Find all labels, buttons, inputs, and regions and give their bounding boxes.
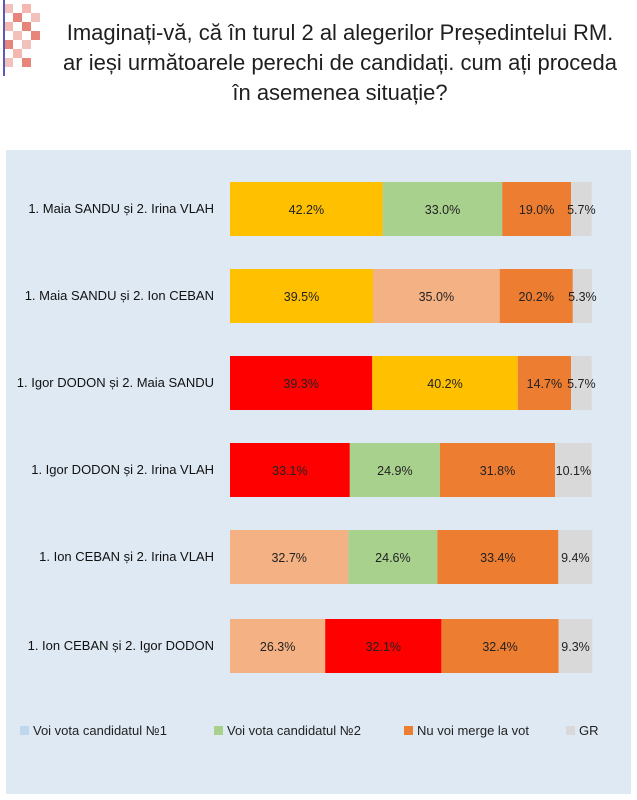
bar-segment: [349, 443, 440, 497]
bar-segment: [555, 443, 592, 497]
bar-segment: [571, 356, 592, 410]
data-label: 32.4%: [482, 640, 517, 654]
legend-label: GR: [579, 723, 599, 738]
data-label: 9.4%: [561, 551, 590, 565]
data-label: 33.1%: [272, 464, 307, 478]
data-label: 5.7%: [567, 203, 596, 217]
legend-label: Voi vota candidatul №2: [227, 723, 361, 738]
bar-segment: [230, 619, 326, 673]
bar-segment: [230, 530, 349, 584]
data-label: 39.5%: [284, 290, 319, 304]
data-label: 40.2%: [427, 377, 462, 391]
category-label: 1. Igor DODON și 2. Irina VLAH: [31, 462, 214, 477]
data-label: 5.7%: [567, 377, 596, 391]
data-label: 20.2%: [519, 290, 554, 304]
bar-segment: [230, 356, 373, 410]
data-label: 24.6%: [375, 551, 410, 565]
bar-segment: [348, 530, 438, 584]
bar-segment: [439, 443, 556, 497]
data-label: 9.3%: [561, 640, 590, 654]
data-label: 24.9%: [377, 464, 412, 478]
legend-swatch: [214, 726, 223, 735]
data-label: 26.3%: [260, 640, 295, 654]
legend-label: Voi vota candidatul №1: [33, 723, 167, 738]
data-label: 42.2%: [289, 203, 324, 217]
bar-segment: [372, 269, 500, 323]
bar-segment: [372, 356, 518, 410]
bar-segment: [230, 443, 350, 497]
legend-label: Nu voi merge la vot: [417, 723, 529, 738]
bar-segment: [558, 619, 593, 673]
bar-segment: [571, 182, 592, 236]
data-label: 19.0%: [519, 203, 554, 217]
category-label: 1. Igor DODON și 2. Maia SANDU: [17, 375, 214, 390]
data-label: 31.8%: [480, 464, 515, 478]
data-label: 32.7%: [271, 551, 306, 565]
bar-segment: [572, 269, 592, 323]
bar-segment: [441, 619, 559, 673]
data-label: 5.3%: [568, 290, 597, 304]
data-label: 39.3%: [283, 377, 318, 391]
bar-segment: [325, 619, 442, 673]
bar-segment: [382, 182, 503, 236]
data-label: 35.0%: [419, 290, 454, 304]
bar-segment: [499, 269, 573, 323]
bar-segment: [437, 530, 559, 584]
bar-segment: [517, 356, 572, 410]
data-label: 32.1%: [366, 640, 401, 654]
category-label: 1. Ion CEBAN și 2. Igor DODON: [28, 638, 214, 653]
bar-segment: [502, 182, 572, 236]
data-label: 10.1%: [556, 464, 591, 478]
bar-segment: [558, 530, 593, 584]
decorative-squares: [3, 0, 40, 76]
category-label: 1. Maia SANDU și 2. Irina VLAH: [28, 201, 214, 216]
data-label: 14.7%: [527, 377, 562, 391]
data-label: 33.4%: [480, 551, 515, 565]
bar-segment: [230, 182, 383, 236]
data-label: 33.0%: [425, 203, 460, 217]
legend-swatch: [404, 726, 413, 735]
legend-swatch: [20, 726, 29, 735]
category-label: 1. Maia SANDU și 2. Ion CEBAN: [25, 288, 214, 303]
category-label: 1. Ion CEBAN și 2. Irina VLAH: [39, 549, 214, 564]
chart-title: Imaginați-vă, că în turul 2 al alegerilo…: [63, 20, 617, 105]
bar-segment: [230, 269, 373, 323]
legend-swatch: [566, 726, 575, 735]
